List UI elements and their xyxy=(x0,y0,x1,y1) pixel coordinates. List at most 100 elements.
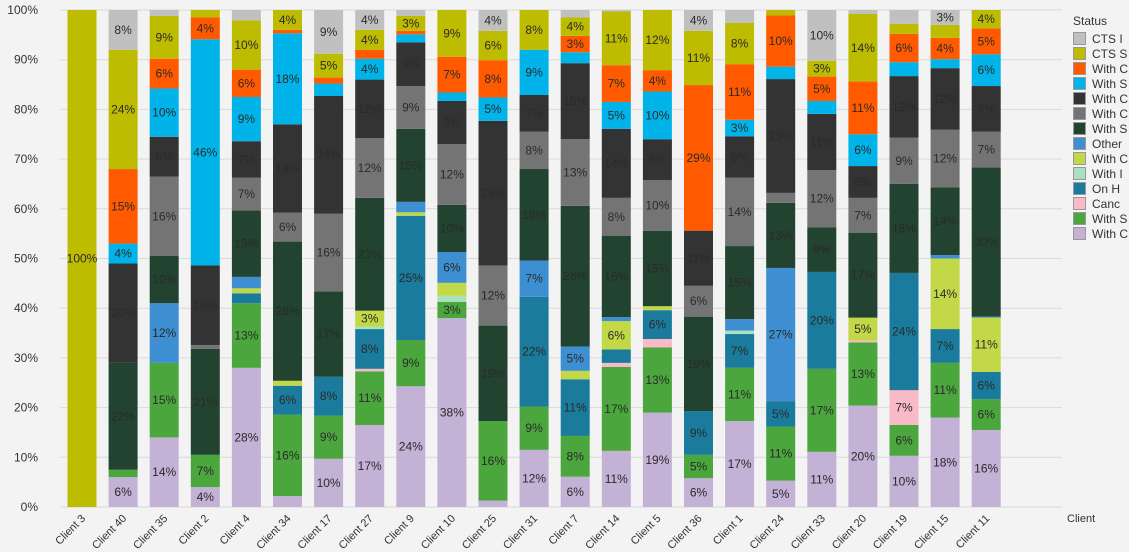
bar-segment xyxy=(478,500,508,507)
data-label: 15% xyxy=(563,94,587,108)
bar-segment xyxy=(149,10,179,16)
bar-stack: 28% 13% 13% 7% 7% 9% 6% 10% xyxy=(231,10,261,507)
bar-segment xyxy=(437,282,467,296)
bar-segment xyxy=(684,411,713,455)
data-label: 13% xyxy=(769,228,793,242)
bar-segment xyxy=(766,202,796,268)
legend-item[interactable]: With C xyxy=(1073,106,1129,121)
data-label: 4% xyxy=(484,13,502,27)
x-tick-label: Client 7 xyxy=(546,513,581,548)
data-label: 17% xyxy=(810,403,834,417)
data-label: 7% xyxy=(608,77,626,91)
x-tick-label: Client 10 xyxy=(419,513,458,552)
legend-item[interactable]: With S xyxy=(1073,211,1129,226)
legend-label: Other xyxy=(1092,136,1123,151)
bar-segment xyxy=(478,265,508,326)
data-label: 9% xyxy=(895,154,913,168)
bar-segment xyxy=(478,10,508,31)
bar-segment xyxy=(725,367,755,422)
data-label: 11% xyxy=(810,472,833,486)
data-label: 11% xyxy=(687,51,710,65)
data-label: 11% xyxy=(358,391,381,405)
bar-segment xyxy=(725,119,755,137)
legend-item[interactable]: With S xyxy=(1073,121,1129,136)
legend-swatch xyxy=(1073,197,1086,210)
bar-segment xyxy=(807,170,837,228)
bar-segment xyxy=(519,296,549,407)
bar-segment xyxy=(766,401,796,427)
data-label: 4% xyxy=(567,20,585,34)
bar-segment xyxy=(848,81,878,135)
y-tick-label: 80% xyxy=(14,102,38,116)
bar-segment xyxy=(478,97,508,121)
legend-label: Canc xyxy=(1092,196,1121,211)
bar-segment xyxy=(560,63,590,140)
legend-item[interactable]: CTS S xyxy=(1073,46,1129,61)
bar-segment xyxy=(108,49,138,170)
data-label: 20% xyxy=(111,306,135,320)
bar-segment xyxy=(971,317,1001,372)
legend-item[interactable]: With C xyxy=(1073,91,1129,106)
data-label: 16% xyxy=(317,246,341,260)
bar-segment xyxy=(807,368,837,452)
data-label: 4% xyxy=(114,247,132,261)
data-label: 12% xyxy=(892,100,916,114)
bar-segment xyxy=(684,285,713,317)
bar-segment xyxy=(848,317,878,341)
y-tick-label: 10% xyxy=(14,450,38,464)
bar-segment xyxy=(149,176,179,257)
data-label: 7% xyxy=(525,272,543,286)
legend-item[interactable]: With I xyxy=(1073,166,1129,181)
data-label: 16% xyxy=(604,269,628,283)
bar-stack: 24% 9% 25% 15% 9% 9% 3% xyxy=(396,10,426,507)
bar-segment xyxy=(149,303,179,363)
x-tick-label: Client 40 xyxy=(90,513,129,552)
data-label: 24% xyxy=(399,440,423,454)
data-label: 11% xyxy=(687,251,710,265)
x-tick-label: Client 20 xyxy=(830,513,869,552)
legend-item[interactable]: CTS I xyxy=(1073,31,1129,46)
data-label: 7% xyxy=(525,106,543,120)
legend-item[interactable]: With S xyxy=(1073,76,1129,91)
bar-segment xyxy=(725,334,755,368)
bar-segment xyxy=(601,321,631,350)
data-label: 17% xyxy=(728,457,752,471)
bar-segment xyxy=(355,371,385,425)
data-label: 6% xyxy=(114,485,132,499)
y-tick-label: 50% xyxy=(14,252,38,266)
data-label: 6% xyxy=(978,408,996,422)
data-label: 19% xyxy=(481,366,505,380)
bar-segment xyxy=(642,91,672,140)
data-label: 4% xyxy=(361,62,379,76)
legend-item[interactable]: With C xyxy=(1073,226,1129,241)
bar-segment xyxy=(766,426,796,481)
legend-item[interactable]: With C xyxy=(1073,151,1129,166)
data-label: 15% xyxy=(728,276,752,290)
bar-segment xyxy=(930,37,960,60)
legend-item[interactable]: Canc xyxy=(1073,196,1129,211)
data-label: 18% xyxy=(275,72,299,86)
data-label: 28% xyxy=(563,269,587,283)
bar-segment xyxy=(889,183,919,273)
bar-segment xyxy=(848,166,878,198)
data-label: 9% xyxy=(402,100,420,114)
data-label: 9% xyxy=(320,430,338,444)
data-label: 9% xyxy=(690,426,708,440)
legend-swatch xyxy=(1073,152,1086,165)
bar-segment xyxy=(766,15,796,67)
bar-stack: 6% 8% 11% 5% 28% 13% 15% 3% 4% xyxy=(560,10,590,507)
legend-item[interactable]: With C xyxy=(1073,61,1129,76)
bar-segment xyxy=(807,113,837,171)
bar-stack: 4% 7% 21% 16% 46% 4% xyxy=(190,10,220,507)
data-label: 6% xyxy=(854,143,872,157)
legend-item[interactable]: On H xyxy=(1073,181,1129,196)
bar-segment xyxy=(149,15,179,59)
bar-segment xyxy=(437,204,467,253)
bar-segment xyxy=(437,252,467,283)
data-label: 10% xyxy=(645,198,669,212)
data-label: 8% xyxy=(731,37,749,51)
x-tick-label: Client 31 xyxy=(501,513,540,552)
data-label: 14% xyxy=(933,287,957,301)
legend-item[interactable]: Other xyxy=(1073,136,1129,151)
bar-segment xyxy=(848,342,878,406)
